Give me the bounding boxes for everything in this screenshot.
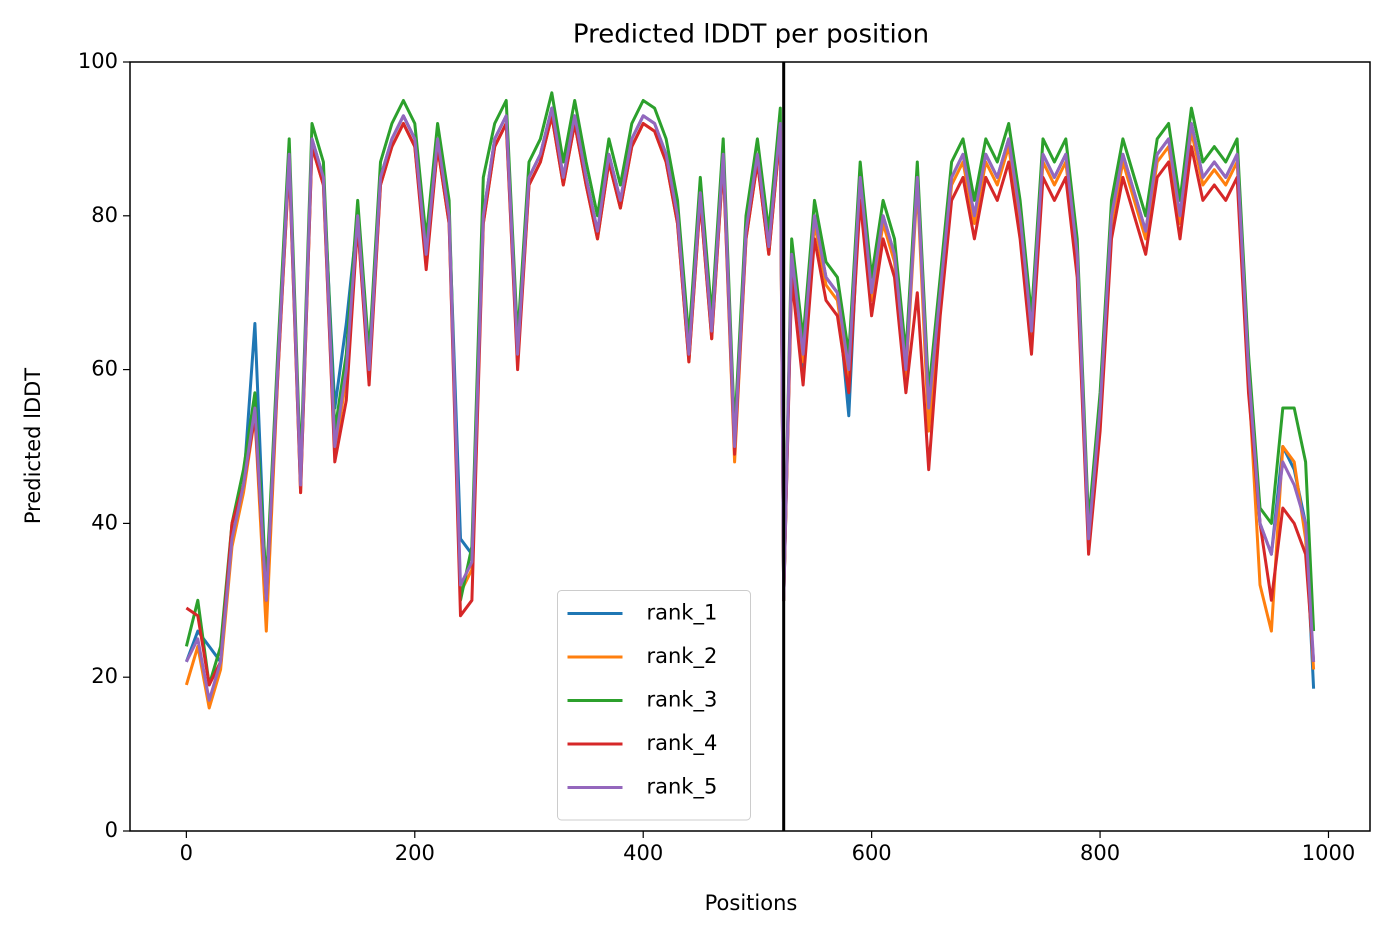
legend-label: rank_4 — [647, 731, 718, 756]
legend-label: rank_5 — [647, 775, 718, 800]
x-tick-label: 800 — [1080, 841, 1120, 865]
x-axis-label: Positions — [705, 891, 798, 915]
legend-label: rank_1 — [647, 601, 718, 626]
legend-box — [557, 590, 751, 821]
chart-title: Predicted lDDT per position — [573, 20, 929, 50]
series-line — [185, 106, 1316, 702]
y-axis-label: Predicted lDDT — [21, 368, 45, 524]
x-tick-label: 400 — [623, 841, 663, 865]
y-tick-label: 100 — [78, 49, 118, 73]
legend-label: rank_3 — [647, 688, 718, 713]
y-tick-label: 80 — [91, 203, 118, 227]
legend-label: rank_2 — [647, 644, 718, 669]
y-tick-label: 0 — [105, 818, 118, 842]
x-tick-label: 200 — [395, 841, 435, 865]
x-tick-label: 600 — [852, 841, 892, 865]
y-tick-label: 20 — [91, 664, 118, 688]
plot-frame — [129, 61, 1371, 832]
y-tick-label: 60 — [91, 357, 118, 381]
x-tick-label: 1000 — [1302, 841, 1355, 865]
y-tick-label: 40 — [91, 510, 118, 534]
x-tick-label: 0 — [180, 841, 193, 865]
